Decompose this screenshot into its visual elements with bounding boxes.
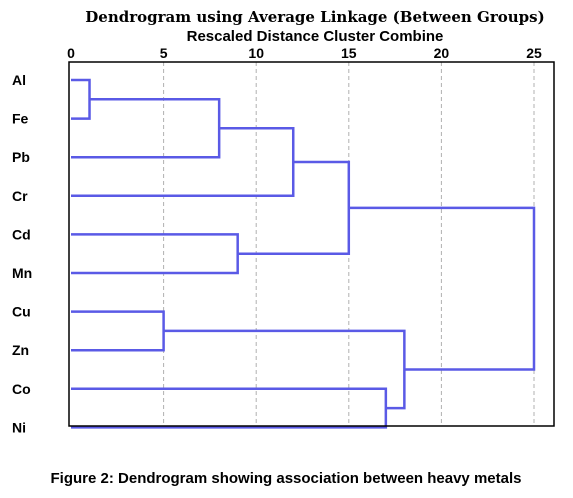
leaf-label-ni: Ni <box>12 419 26 435</box>
leaf-label-al: Al <box>12 72 26 88</box>
figure-caption: Figure 2: Dendrogram showing association… <box>51 470 522 487</box>
x-tick-label: 20 <box>434 45 450 61</box>
x-axis-ticks: 0 5 10 15 20 25 <box>67 45 542 61</box>
chart-title: Dendrogram using Average Linkage (Betwee… <box>85 8 544 26</box>
merge-link-3 <box>71 98 221 159</box>
x-tick-label: 10 <box>248 45 264 61</box>
merge-link-5 <box>71 127 295 198</box>
merge-link-4 <box>71 233 239 275</box>
plot-frame <box>68 61 555 427</box>
x-tick-label: 5 <box>160 45 168 61</box>
leaf-label-cu: Cu <box>12 304 31 320</box>
merge-link-8 <box>163 329 406 410</box>
leaf-label-pb: Pb <box>12 149 30 165</box>
leaf-label-co: Co <box>12 381 31 397</box>
leaf-label-mn: Mn <box>12 265 32 281</box>
merge-link-7 <box>71 387 388 429</box>
dendrogram-links <box>71 78 536 429</box>
leaf-label-cd: Cd <box>12 226 31 242</box>
leaf-labels: Al Fe Pb Cr Cd Mn Cu Zn Co Ni <box>12 72 32 435</box>
merge-link-1 <box>71 78 91 120</box>
leaf-label-fe: Fe <box>12 111 29 127</box>
x-tick-label: 25 <box>526 45 542 61</box>
x-tick-label: 15 <box>341 45 357 61</box>
leaf-label-cr: Cr <box>12 188 28 204</box>
x-tick-label: 0 <box>67 45 75 61</box>
leaf-label-zn: Zn <box>12 342 29 358</box>
chart-subtitle: Rescaled Distance Cluster Combine <box>187 28 444 45</box>
merge-link-2 <box>71 310 165 352</box>
merge-link-9 <box>348 206 536 371</box>
